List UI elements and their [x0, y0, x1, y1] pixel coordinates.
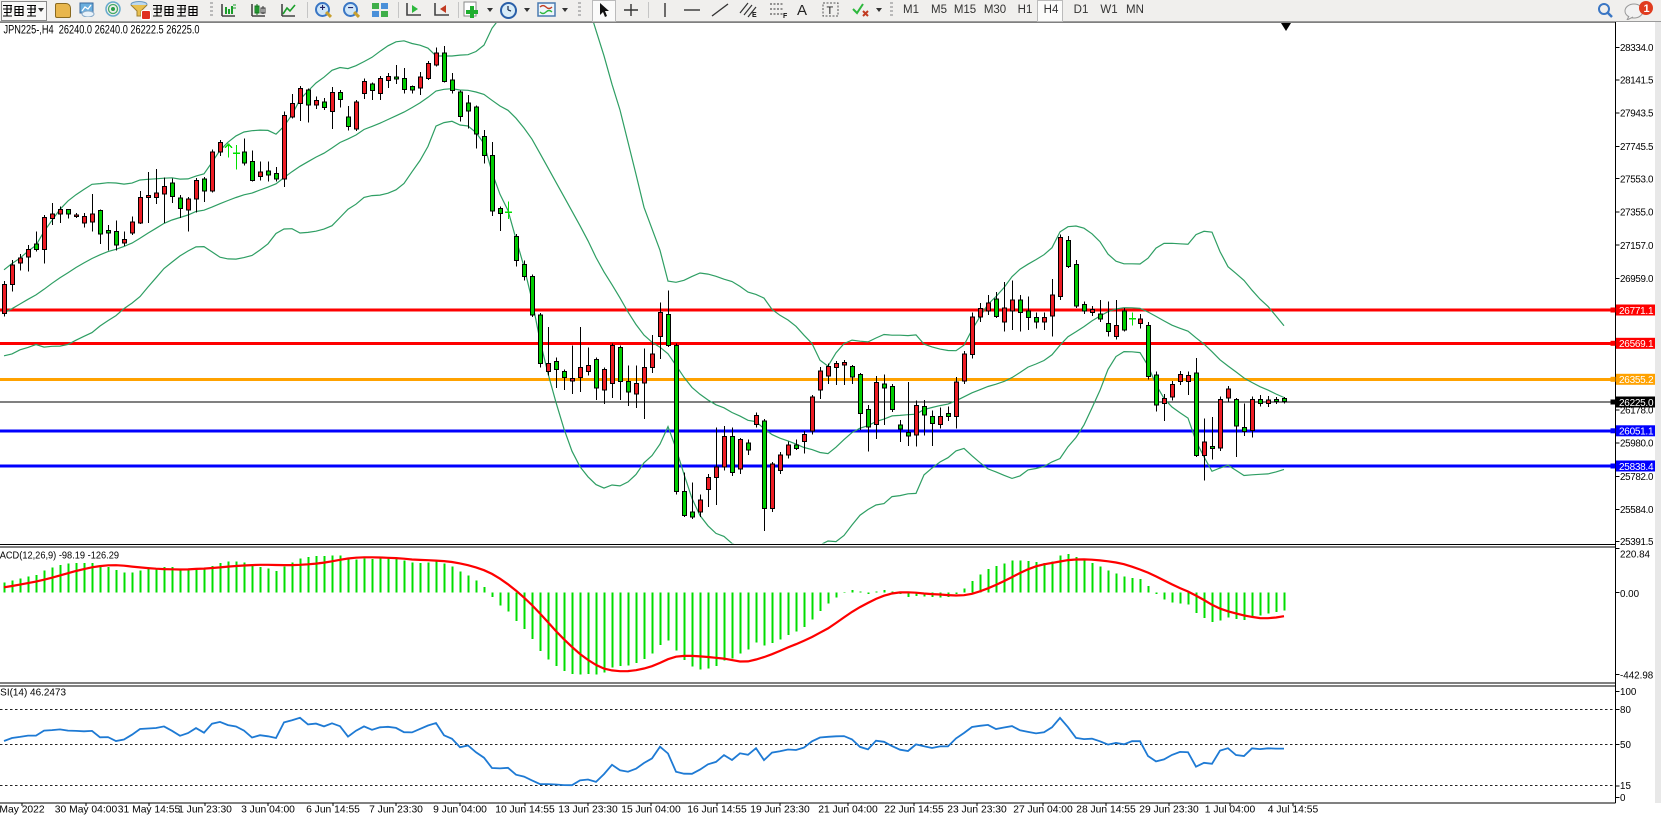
- svg-text:21 Jun 04:00: 21 Jun 04:00: [818, 805, 878, 815]
- svg-text:80: 80: [1620, 705, 1631, 716]
- svg-text:22 Jun 14:55: 22 Jun 14:55: [884, 805, 944, 815]
- svg-text:31 May 14:55: 31 May 14:55: [118, 805, 181, 815]
- svg-text:4 Jul 14:55: 4 Jul 14:55: [1268, 805, 1319, 815]
- svg-text:50: 50: [1620, 740, 1631, 751]
- svg-text:25838.4: 25838.4: [1619, 462, 1654, 473]
- svg-text:25391.5: 25391.5: [1620, 537, 1654, 548]
- svg-text:May 2022: May 2022: [0, 805, 45, 815]
- svg-text:1 Jul 04:00: 1 Jul 04:00: [1205, 805, 1256, 815]
- svg-text:E: E: [752, 12, 757, 19]
- svg-text:220.84: 220.84: [1620, 549, 1651, 560]
- svg-text:15: 15: [1620, 781, 1631, 792]
- svg-text:100: 100: [1620, 687, 1637, 698]
- svg-text:23 Jun 23:30: 23 Jun 23:30: [947, 805, 1007, 815]
- svg-text:26569.1: 26569.1: [1619, 339, 1654, 350]
- svg-text:27355.0: 27355.0: [1620, 208, 1654, 219]
- svg-text:25980.0: 25980.0: [1620, 439, 1654, 450]
- svg-text:25584.0: 25584.0: [1620, 505, 1654, 516]
- svg-text:7 Jun 23:30: 7 Jun 23:30: [369, 805, 423, 815]
- svg-text:27943.5: 27943.5: [1620, 109, 1654, 120]
- svg-text:RSI(14) 46.2473: RSI(14) 46.2473: [0, 687, 66, 699]
- svg-text:28141.5: 28141.5: [1620, 75, 1654, 86]
- svg-text:30 May 04:00: 30 May 04:00: [55, 805, 118, 815]
- svg-text:25782.0: 25782.0: [1620, 472, 1654, 483]
- svg-text:29 Jun 23:30: 29 Jun 23:30: [1139, 805, 1199, 815]
- svg-text:JPN225-,H4 26240.0 26240.0 26: JPN225-,H4 26240.0 26240.0 26222.5 26225…: [4, 25, 200, 37]
- svg-text:F: F: [783, 13, 788, 19]
- svg-text:9 Jun 04:00: 9 Jun 04:00: [433, 805, 487, 815]
- svg-text:-442.98: -442.98: [1620, 671, 1654, 682]
- svg-text:3 Jun 04:00: 3 Jun 04:00: [241, 805, 295, 815]
- svg-text:27157.0: 27157.0: [1620, 241, 1654, 252]
- svg-text:28334.0: 28334.0: [1620, 43, 1654, 54]
- svg-text:15 Jun 04:00: 15 Jun 04:00: [621, 805, 681, 815]
- svg-text:10 Jun 14:55: 10 Jun 14:55: [495, 805, 555, 815]
- svg-text:26178.0: 26178.0: [1620, 405, 1654, 416]
- svg-text:26051.1: 26051.1: [1619, 427, 1654, 438]
- svg-text:26355.2: 26355.2: [1619, 375, 1654, 386]
- svg-text:26225.0: 26225.0: [1619, 398, 1654, 409]
- svg-text:27553.0: 27553.0: [1620, 174, 1654, 185]
- svg-text:26771.1: 26771.1: [1619, 306, 1654, 317]
- svg-text:T: T: [827, 5, 834, 17]
- svg-text:0: 0: [1620, 793, 1626, 804]
- svg-text:27745.5: 27745.5: [1620, 142, 1654, 153]
- svg-text:MACD(12,26,9) -98.19 -126.29: MACD(12,26,9) -98.19 -126.29: [0, 550, 119, 562]
- svg-text:0.00: 0.00: [1620, 589, 1640, 600]
- svg-text:13 Jun 23:30: 13 Jun 23:30: [558, 805, 618, 815]
- svg-text:1 Jun 23:30: 1 Jun 23:30: [178, 805, 232, 815]
- svg-text:19 Jun 23:30: 19 Jun 23:30: [750, 805, 810, 815]
- svg-text:1: 1: [1644, 3, 1650, 15]
- svg-text:6 Jun 14:55: 6 Jun 14:55: [306, 805, 360, 815]
- svg-text:26959.0: 26959.0: [1620, 274, 1654, 285]
- svg-text:28 Jun 14:55: 28 Jun 14:55: [1076, 805, 1136, 815]
- svg-text:16 Jun 14:55: 16 Jun 14:55: [687, 805, 747, 815]
- svg-text:27 Jun 04:00: 27 Jun 04:00: [1013, 805, 1073, 815]
